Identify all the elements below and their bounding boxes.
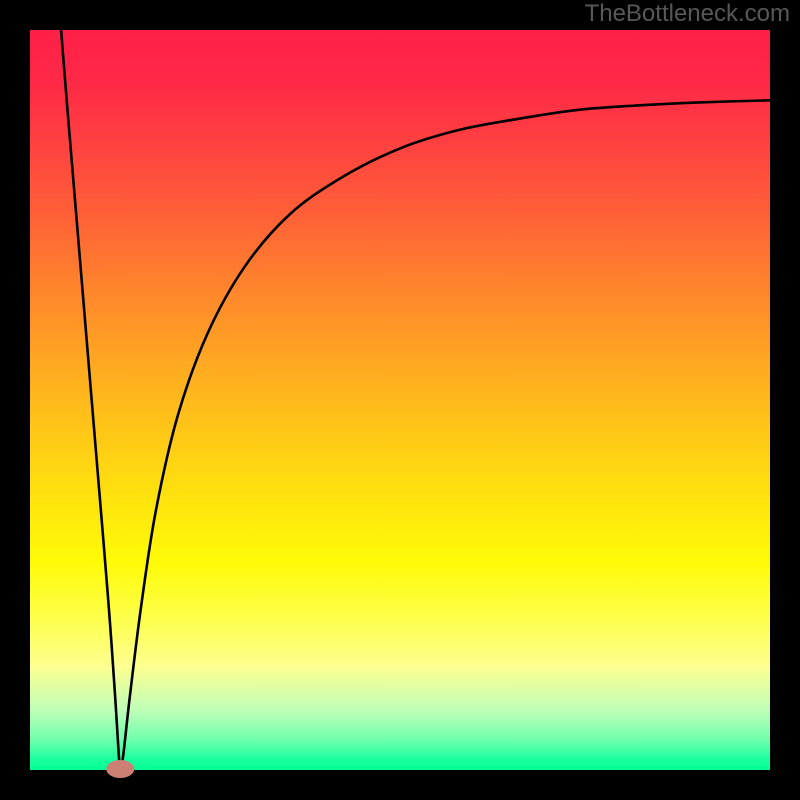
chart-container: TheBottleneck.com (0, 0, 800, 800)
bottleneck-chart (0, 0, 800, 800)
plot-background (30, 30, 770, 770)
optimal-point-marker (106, 760, 134, 778)
watermark-text: TheBottleneck.com (585, 0, 790, 28)
